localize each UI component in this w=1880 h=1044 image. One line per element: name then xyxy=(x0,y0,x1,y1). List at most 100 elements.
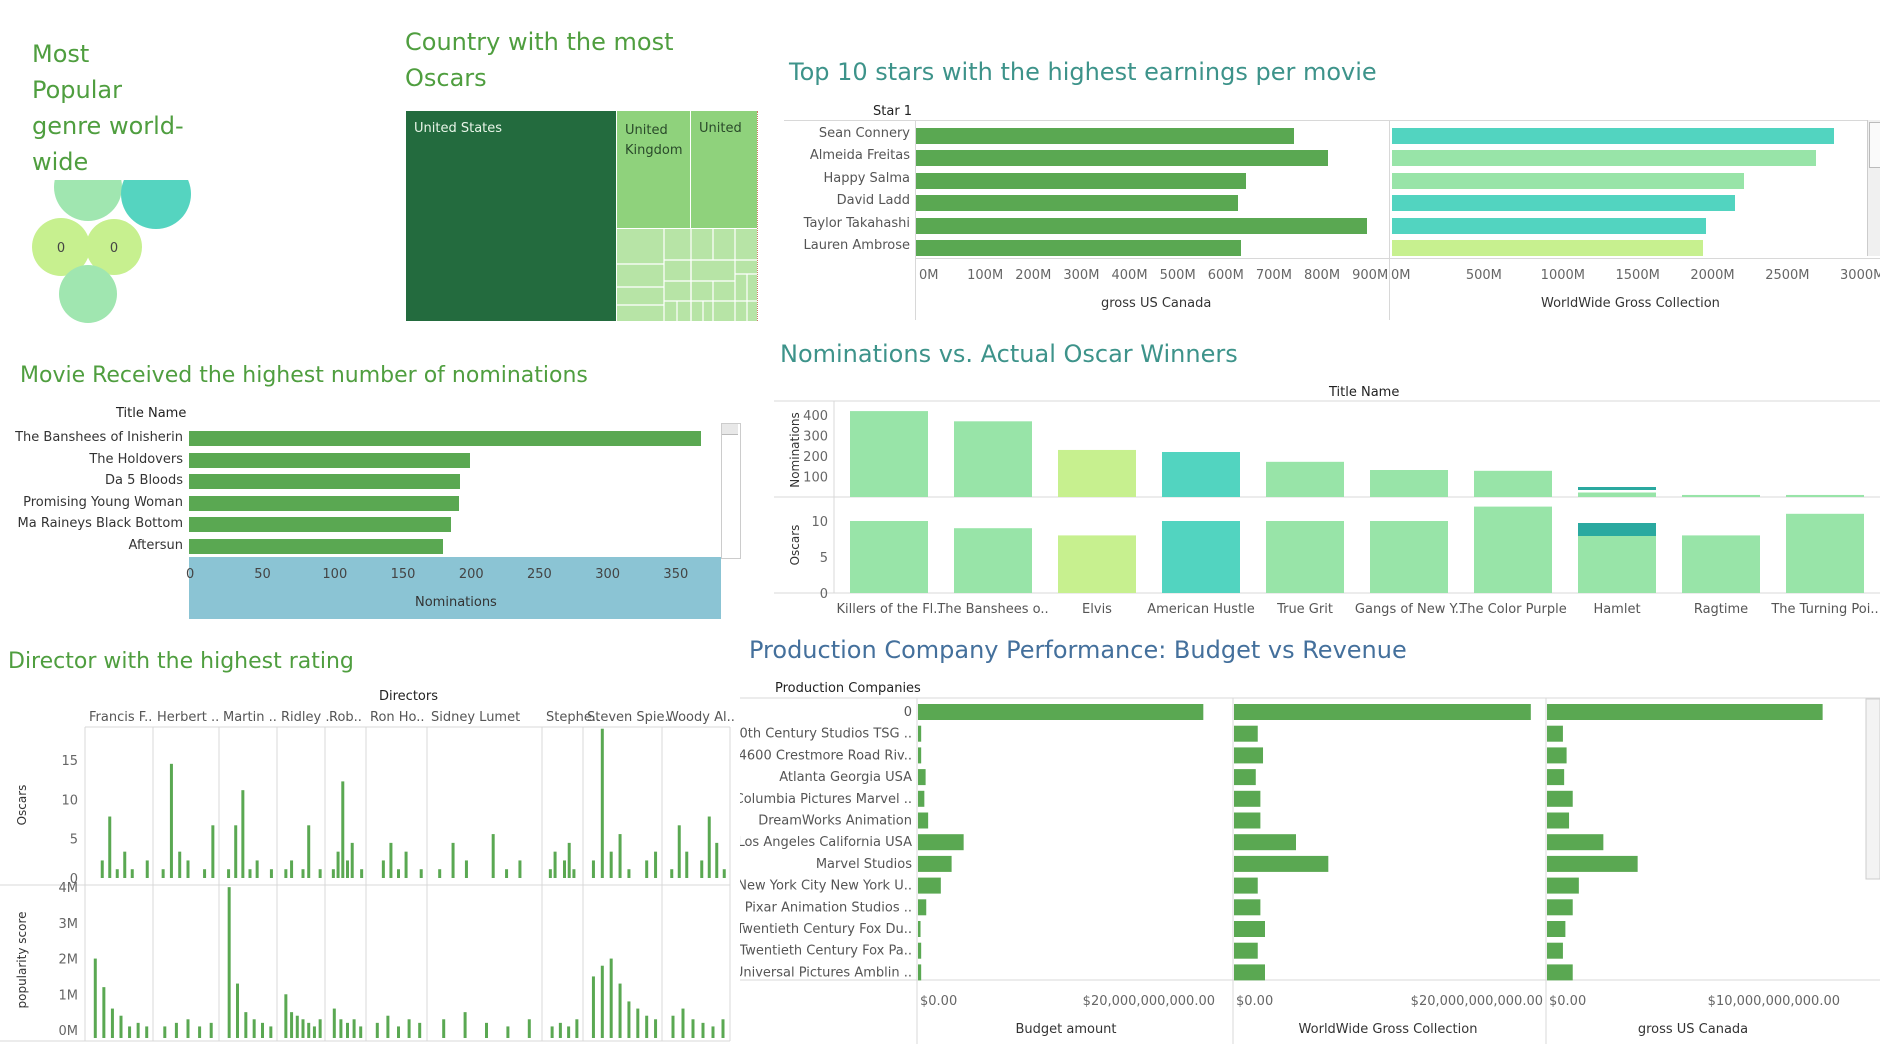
director-label: Sidney Lumet xyxy=(431,710,520,725)
nominations-scroll-area[interactable] xyxy=(189,557,721,619)
treemap[interactable]: United States United Kingdom United xyxy=(406,111,759,321)
production-label: Los Angeles California USA xyxy=(740,835,912,850)
director-oscar-bar xyxy=(234,825,238,878)
production-tick: $10,000,000,000.00 xyxy=(1708,994,1840,1009)
nvo-top-tick: 400 xyxy=(803,409,828,424)
stars-left-tick: 100M xyxy=(967,268,1004,283)
nvo-category-label: Elvis xyxy=(1082,602,1112,617)
nvo-top-tick: 100 xyxy=(803,471,828,486)
production-bar xyxy=(918,812,929,829)
treemap-cell-united-kingdom[interactable]: United Kingdom xyxy=(617,111,690,228)
director-label: Ridley .. xyxy=(281,710,334,725)
nvo-category-label: The Turning Poi.. xyxy=(1770,602,1878,617)
nominations-scrollbar[interactable] xyxy=(721,423,741,559)
director-bottom-tick: 1M xyxy=(59,988,79,1003)
director-popularity-bar xyxy=(312,1026,316,1038)
stars-scrollbar[interactable] xyxy=(1867,120,1880,256)
director-popularity-bar xyxy=(600,965,604,1038)
director-oscar-bar xyxy=(389,842,393,878)
director-oscar-bar xyxy=(211,825,215,878)
director-popularity-bar xyxy=(359,1026,363,1038)
treemap-label: United States xyxy=(414,121,503,136)
director-oscar-bar xyxy=(123,851,127,878)
nomination-label: Aftersun xyxy=(128,538,183,553)
nomination-bar xyxy=(189,452,470,468)
production-tick: $0.00 xyxy=(1549,994,1586,1009)
director-oscar-bar xyxy=(145,860,149,878)
star-worldwide-bar xyxy=(1392,195,1735,212)
stars-scroll-thumb[interactable] xyxy=(1869,122,1880,168)
production-label: Twentieth Century Fox Pa.. xyxy=(740,944,912,959)
director-oscar-bar xyxy=(654,851,658,878)
director-oscar-bar xyxy=(397,869,400,878)
bubble-label: 0 xyxy=(57,241,65,256)
production-axis-title: Budget amount xyxy=(1015,1022,1116,1037)
director-popularity-bar xyxy=(681,1008,685,1038)
production-bar xyxy=(918,769,926,786)
production-bar xyxy=(1234,812,1261,829)
production-bar xyxy=(918,921,921,937)
treemap-title: Country with the most Oscars xyxy=(405,28,674,92)
production-label: Columbia Pictures Marvel .. xyxy=(740,792,912,807)
nominations-scroll-thumb[interactable] xyxy=(722,424,738,435)
nomination-bar xyxy=(1370,470,1448,497)
director-popularity-bar xyxy=(174,1022,178,1038)
nvo-category-label: Gangs of New Y.. xyxy=(1355,602,1463,617)
director-oscar-bar xyxy=(331,869,335,878)
nomination-bar xyxy=(1162,452,1240,497)
director-popularity-bar xyxy=(318,1019,322,1038)
stars-left-tick: 900M xyxy=(1352,268,1389,283)
director-oscar-bar xyxy=(518,860,522,878)
director-chart[interactable]: Oscars popularity score 15 10 5 04M 3M 2M 1M 0M Fr… xyxy=(0,702,740,1044)
production-label: 4600 Crestmore Road Riv.. xyxy=(740,748,912,763)
director-oscar-bar xyxy=(505,869,509,878)
director-oscar-bar xyxy=(553,851,557,878)
bubble xyxy=(32,218,90,276)
nom-vs-oscar-chart[interactable]: Nominations Oscars 400 300 200 100 10 5 0 Killers… xyxy=(774,400,1880,630)
director-oscar-bar xyxy=(169,763,173,878)
nvo-bottom-tick: 10 xyxy=(811,515,828,530)
director-popularity-bar xyxy=(261,1022,264,1038)
production-axis-title: gross US Canada xyxy=(1638,1022,1748,1037)
production-bar xyxy=(1547,964,1573,981)
production-chart[interactable]: 0 20th Century Studios TSG .. 4600 Crestmo… xyxy=(740,697,1880,1044)
treemap-small-cells[interactable] xyxy=(617,229,757,321)
director-oscar-bar xyxy=(600,728,604,878)
stars-right-axis-title: WorldWide Gross Collection xyxy=(1541,296,1720,311)
star-gross-bar xyxy=(916,150,1329,167)
director-popularity-bar xyxy=(397,1026,400,1038)
director-top-tick: 5 xyxy=(70,833,78,848)
treemap-cell-united[interactable]: United xyxy=(691,111,757,228)
director-oscar-bar xyxy=(284,869,288,878)
production-bar xyxy=(1234,942,1258,959)
production-bar xyxy=(1547,769,1565,786)
production-bar xyxy=(1547,725,1563,742)
production-axis-title: WorldWide Gross Collection xyxy=(1299,1022,1478,1037)
director-popularity-bar xyxy=(102,987,106,1038)
director-top-tick: 15 xyxy=(61,754,78,769)
director-popularity-bar xyxy=(575,1019,579,1038)
treemap-cell-united-states[interactable]: United States xyxy=(406,111,616,321)
director-popularity-bar xyxy=(244,1012,248,1038)
director-oscar-bar xyxy=(227,869,231,878)
stars-divider xyxy=(1389,120,1390,320)
stars-column-header: Star 1 xyxy=(873,104,913,119)
production-label: Marvel Studios xyxy=(816,857,912,872)
stars-left-tick: 600M xyxy=(1207,268,1244,283)
star-gross-bar xyxy=(916,195,1239,212)
director-popularity-bar xyxy=(352,1019,356,1038)
director-popularity-bar xyxy=(145,1026,149,1038)
director-bottom-axis-title: popularity score xyxy=(15,911,29,1008)
director-popularity-bar xyxy=(645,1015,649,1038)
director-popularity-bar xyxy=(567,1026,571,1038)
director-top-tick: 0 xyxy=(70,872,78,887)
director-label: Martin .. xyxy=(223,710,277,725)
director-oscar-bar xyxy=(130,869,134,878)
director-oscar-bar xyxy=(301,869,305,878)
stars-left-tick: 400M xyxy=(1111,268,1148,283)
director-oscar-bar xyxy=(722,869,726,878)
oscar-bar xyxy=(1786,513,1864,593)
bubble xyxy=(59,265,117,323)
director-popularity-bar xyxy=(346,1022,349,1038)
nvo-bottom-axis-title: Oscars xyxy=(788,525,802,566)
